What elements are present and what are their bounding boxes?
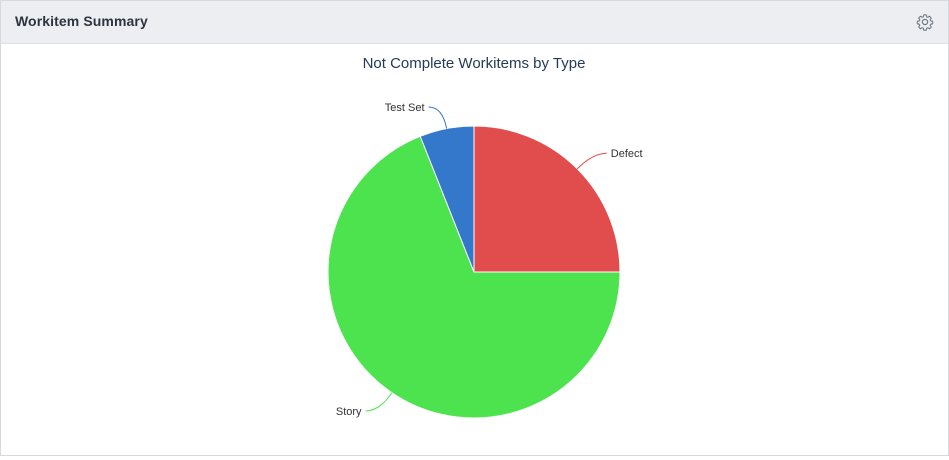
slice-label-story: Story — [336, 406, 362, 418]
connector-defect — [576, 152, 607, 170]
panel-header: Workitem Summary — [1, 1, 948, 44]
settings-button[interactable] — [916, 13, 934, 31]
connector-test-set — [428, 106, 448, 129]
connector-story — [365, 392, 393, 412]
pie-labels: Defect Story Test Set — [336, 102, 643, 418]
gear-icon — [916, 14, 934, 31]
pie-slices — [327, 125, 621, 419]
slice-label-test-set: Test Set — [385, 102, 425, 114]
pie-slice-defect[interactable] — [473, 125, 621, 273]
chart-area: Not Complete Workitems by Type Defect Sto… — [1, 44, 948, 455]
chart-title: Not Complete Workitems by Type — [363, 55, 586, 72]
pie-slice-story[interactable] — [327, 135, 621, 419]
panel-title: Workitem Summary — [15, 13, 148, 29]
pie-slice-test-set[interactable] — [419, 125, 475, 273]
slice-label-defect: Defect — [611, 148, 643, 160]
pie-chart: Not Complete Workitems by Type Defect Sto… — [327, 55, 643, 419]
